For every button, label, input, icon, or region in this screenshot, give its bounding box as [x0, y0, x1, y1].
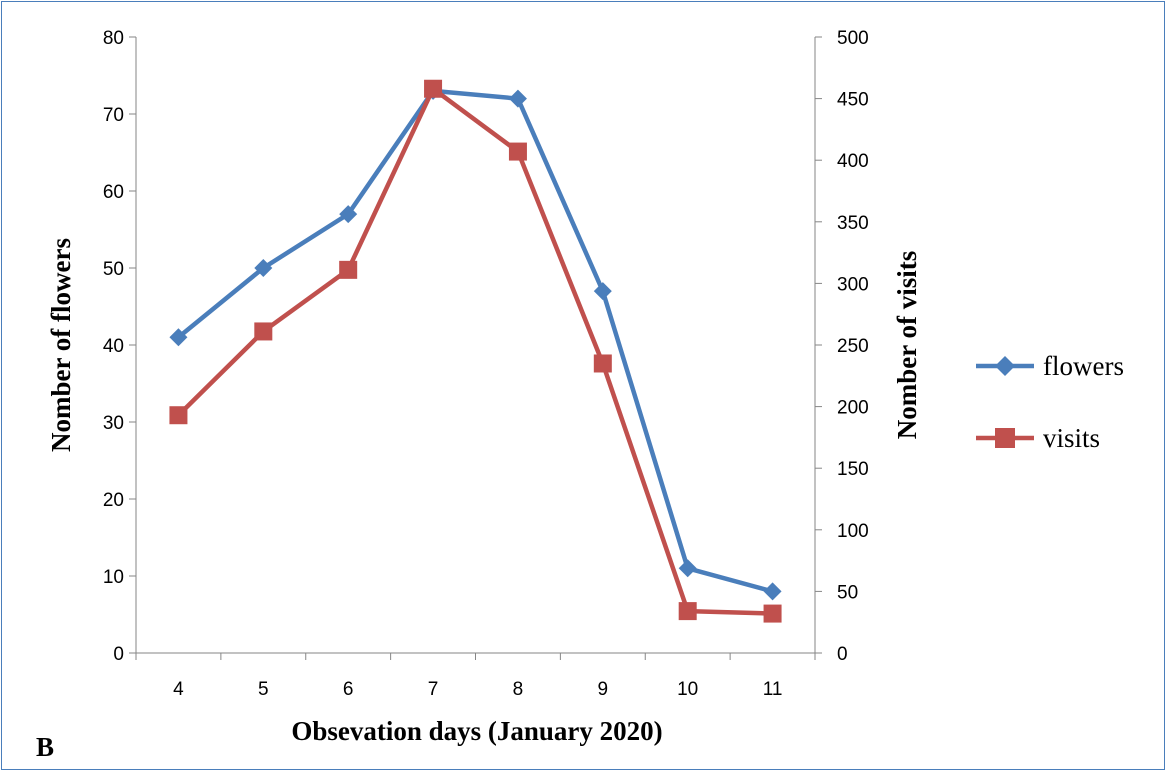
- point-flowers: [339, 205, 358, 224]
- y-tick-label-left: 20: [103, 490, 124, 511]
- y-axis-title-right: Nomber of visits: [892, 251, 922, 440]
- y-tick-label-left: 40: [103, 336, 124, 357]
- y-axis-title-left: Nomber of flowers: [46, 238, 76, 452]
- y-tick-label-left: 80: [103, 28, 124, 49]
- series-layer: [169, 79, 782, 623]
- point-visits: [678, 602, 697, 621]
- y-tick-label-right: 400: [837, 151, 869, 172]
- axes: 0 10 20 30 40 50 60 70 80 0 50 100 150 200 250 300 350 40…: [103, 28, 869, 700]
- x-axis-title: Obsevation days (January 2020): [291, 716, 662, 746]
- y-tick-label-right: 300: [837, 274, 869, 295]
- y-tick-label-left: 30: [103, 413, 124, 434]
- point-visits: [169, 406, 188, 425]
- x-tick-label: 11: [763, 679, 783, 700]
- legend-label-flowers: flowers: [1043, 351, 1124, 381]
- x-tick-label: 7: [428, 679, 439, 700]
- x-tick-label: 8: [513, 679, 524, 700]
- series-line-flowers: [177, 88, 774, 594]
- series-line-visits: [176, 86, 773, 616]
- y-tick-label-right: 150: [837, 459, 869, 480]
- legend: flowers visits: [976, 351, 1124, 453]
- y-tick-label-right: 250: [837, 336, 869, 357]
- point-visits: [254, 322, 273, 341]
- y-tick-label-right: 450: [837, 90, 869, 111]
- legend-label-visits: visits: [1043, 423, 1100, 453]
- legend-marker-visits: [995, 428, 1015, 448]
- point-flowers: [254, 259, 273, 277]
- x-tick-label: 9: [598, 679, 609, 700]
- y-tick-label-right: 0: [837, 644, 848, 665]
- y-tick-label-left: 50: [103, 259, 124, 280]
- x-tick-label: 4: [173, 679, 184, 700]
- y-tick-label-right: 200: [837, 398, 869, 419]
- point-visits: [763, 604, 782, 623]
- y-tick-label-right: 100: [837, 521, 869, 542]
- y-tick-label-left: 10: [103, 567, 124, 588]
- y-tick-label-right: 350: [837, 213, 869, 234]
- x-tick-label: 6: [343, 679, 354, 700]
- point-flowers: [678, 559, 697, 578]
- point-visits: [508, 142, 527, 161]
- y-tick-label-right: 500: [837, 28, 869, 49]
- point-flowers: [169, 328, 188, 347]
- y-tick-label-left: 60: [103, 182, 124, 203]
- point-visits: [339, 260, 358, 279]
- panel-label: B: [36, 732, 54, 762]
- y-tick-label-left: 70: [103, 105, 124, 126]
- y-tick-label-left: 0: [113, 644, 124, 665]
- x-tick-label: 5: [258, 679, 269, 700]
- point-flowers: [763, 582, 782, 601]
- x-tick-label: 10: [677, 679, 698, 700]
- point-visits: [593, 354, 612, 373]
- point-visits: [424, 79, 443, 98]
- point-flowers: [593, 282, 612, 301]
- y-tick-label-right: 50: [837, 582, 858, 603]
- legend-marker-flowers: [995, 356, 1015, 376]
- point-flowers: [508, 89, 527, 108]
